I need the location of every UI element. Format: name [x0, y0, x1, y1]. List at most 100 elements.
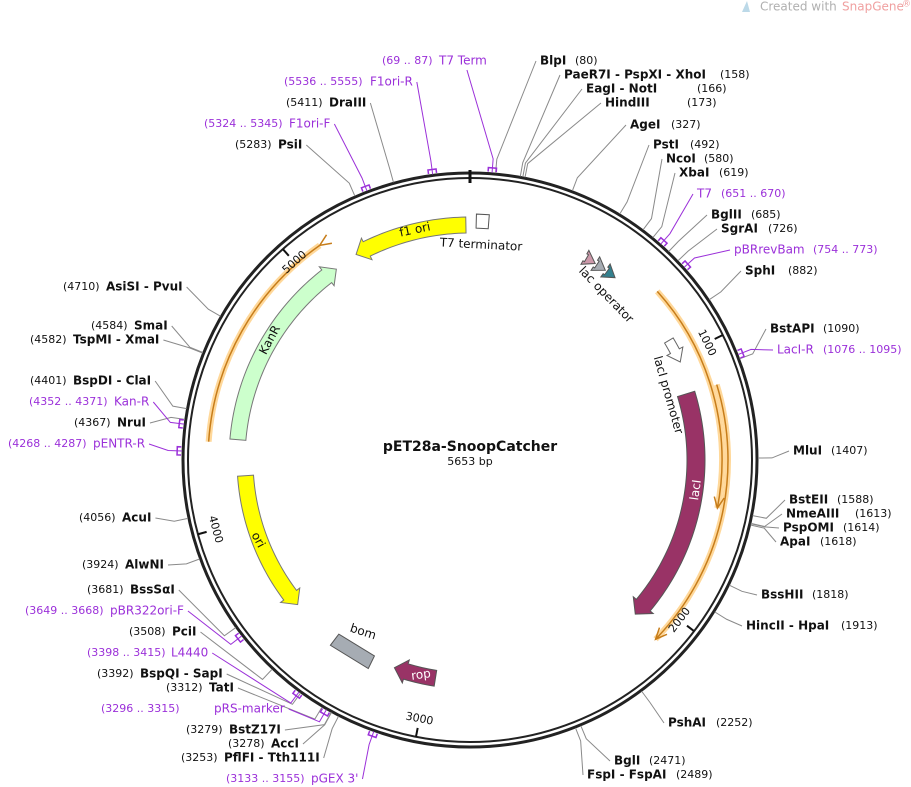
leader-line [668, 214, 708, 252]
leader-line [729, 584, 758, 596]
leader-line [575, 727, 584, 776]
primer-name: pBR322ori-F [110, 604, 184, 618]
leader-line [677, 228, 718, 262]
plasmid-size: 5653 bp [447, 455, 492, 468]
site-position: (726) [768, 222, 798, 235]
site-name: FspI - FspAI [587, 768, 666, 782]
site-name: SmaI [134, 319, 168, 333]
site-name: AlwNI [125, 558, 164, 572]
primer-range: (1076 .. 1095) [823, 343, 902, 356]
site-name: AcuI [122, 511, 151, 525]
primer-range: (651 .. 670) [721, 187, 786, 200]
feature-label: rop [410, 666, 431, 683]
site-name: PshAI [668, 716, 706, 730]
primer-range: (3398 .. 3415) [87, 646, 166, 659]
site-name: PflFI - Tth111I [224, 751, 320, 765]
site-position: (4710) [63, 280, 100, 293]
site-name: HindIII [605, 96, 650, 110]
primer-range: (5324 .. 5345) [204, 117, 283, 130]
site-name: BstEII [789, 493, 828, 507]
site-position: (4582) [30, 333, 67, 346]
site-position: (4584) [91, 319, 128, 332]
feature-arc-head [713, 496, 725, 510]
site-position: (1613) [855, 507, 892, 520]
site-position: (4367) [74, 416, 111, 429]
scale-label: 4000 [206, 514, 226, 544]
site-name: AgeI [630, 118, 660, 132]
feature-label: bom [348, 621, 378, 643]
site-name: EagI - NotI [586, 82, 657, 96]
leader-line [323, 716, 339, 759]
leader-line [152, 401, 185, 425]
leader-line [369, 102, 394, 183]
primer-name: pBRrevBam [734, 243, 805, 257]
site-name: BglII [711, 208, 742, 222]
primer-range: (69 .. 87) [382, 54, 433, 67]
leader-line [416, 81, 434, 175]
scale-tick [714, 334, 724, 340]
laci-arrow [632, 390, 706, 615]
primer-range: (4268 .. 4287) [8, 437, 87, 450]
site-name: ApaI [780, 535, 810, 549]
site-position: (3924) [82, 558, 119, 571]
brand-mark: ® [902, 0, 911, 10]
site-position: (3508) [129, 625, 166, 638]
scale-tick [686, 624, 695, 632]
brand: SnapGene [842, 0, 904, 14]
site-position: (3312) [166, 681, 203, 694]
leader-line [305, 144, 356, 197]
plasmid-name: pET28a-SnoopCatcher [383, 439, 557, 455]
logo [742, 1, 750, 12]
feature-arc [207, 244, 321, 442]
site-name: BspQI - SapI [140, 667, 223, 681]
leader-line [284, 712, 332, 731]
site-name: XbaI [679, 166, 709, 180]
leader-line [683, 249, 731, 268]
lac-operator-part [599, 262, 616, 279]
ori-arrow [237, 474, 301, 606]
site-name: MluI [793, 444, 822, 458]
feature-arc [656, 290, 723, 509]
leader-line [211, 652, 300, 704]
leader-line [519, 74, 561, 177]
leader-line [167, 558, 200, 566]
leader-line [148, 443, 183, 452]
feature-label: f1 ori [398, 219, 432, 239]
site-position: (580) [704, 152, 734, 165]
feature-arc-head [654, 627, 668, 641]
leader-line [495, 60, 537, 174]
site-name: BglI [614, 754, 640, 768]
site-position: (2252) [716, 716, 753, 729]
leader-line [750, 523, 780, 529]
site-position: (882) [788, 264, 818, 277]
site-name: HincII - HpaI [746, 619, 829, 633]
site-name: SphI [745, 264, 775, 278]
site-position: (3279) [186, 723, 223, 736]
site-name: DraIII [329, 96, 366, 110]
leader-line [155, 517, 189, 522]
feature-label: ori [249, 530, 269, 550]
leader-line [154, 380, 187, 410]
primer-name: pENTR-R [93, 437, 145, 451]
site-name: PsiI [278, 138, 302, 152]
leader-line [163, 339, 203, 354]
primer-name: F1ori-F [289, 117, 330, 131]
scale-tick [414, 727, 419, 737]
primer-range: (4352 .. 4371) [29, 395, 108, 408]
feature-label: T7 terminator [438, 235, 522, 253]
site-name: BstZ17I [229, 723, 281, 737]
leader-line [652, 172, 676, 238]
site-name: NruI [117, 416, 146, 430]
leader-line [757, 450, 790, 459]
site-position: (3253) [181, 751, 218, 764]
leader-line [571, 124, 627, 191]
primer-range: (3296 .. 3315) [101, 702, 180, 715]
primer-range: (3133 .. 3155) [226, 772, 305, 785]
primer-name: F1ori-R [370, 75, 413, 89]
site-position: (619) [719, 166, 749, 179]
site-position: (173) [687, 96, 717, 109]
primer-name: pRS-marker [214, 702, 285, 716]
site-position: (3278) [228, 737, 265, 750]
site-name: BssSαI [130, 583, 175, 597]
leader-line [288, 708, 327, 723]
